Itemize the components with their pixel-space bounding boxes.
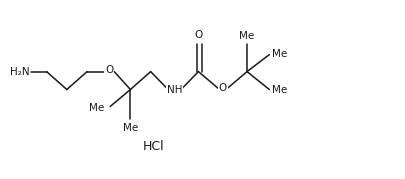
Text: Me: Me: [272, 85, 288, 95]
Text: H₂N: H₂N: [10, 67, 30, 77]
Text: O: O: [105, 65, 113, 75]
Text: HCl: HCl: [143, 140, 165, 153]
Text: O: O: [194, 30, 202, 40]
Text: Me: Me: [89, 103, 104, 113]
Text: O: O: [219, 83, 227, 93]
Text: Me: Me: [272, 49, 288, 59]
Text: Me: Me: [123, 123, 138, 133]
Text: Me: Me: [239, 31, 255, 41]
Text: NH: NH: [167, 84, 182, 95]
